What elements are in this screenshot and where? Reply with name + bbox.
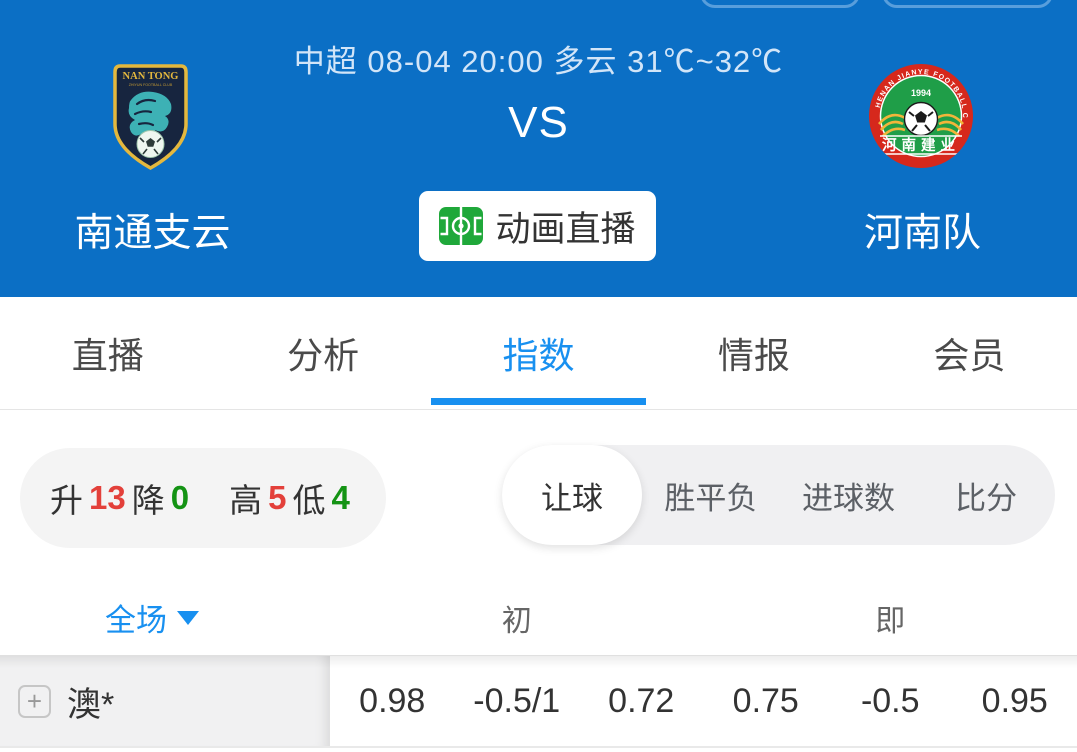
svg-text:1994: 1994 (911, 88, 931, 98)
live-home-odds: 0.75 (732, 681, 799, 720)
svg-text:NAN TONG: NAN TONG (123, 71, 179, 82)
tab-live[interactable]: 直播 (71, 335, 144, 376)
live-odds-header: 即 (875, 604, 906, 638)
odds-values: 0.98 -0.5/1 0.72 0.75 -0.5 0.95 (330, 656, 1077, 746)
low-label: 低 (292, 482, 326, 519)
animated-live-label: 动画直播 (495, 209, 636, 249)
scope-dropdown[interactable]: 全场 (105, 580, 199, 655)
tab-analysis[interactable]: 分析 (287, 335, 360, 376)
fall-label: 降 (131, 482, 165, 519)
market-tab-score[interactable]: 比分 (955, 480, 1018, 516)
status-capsule-outline (700, 0, 860, 8)
market-type-switch: 让球 胜平负 进球数 比分 (502, 445, 1055, 545)
initial-home-odds: 0.98 (359, 681, 426, 720)
live-handicap: -0.5 (860, 681, 920, 720)
tab-member[interactable]: 会员 (933, 335, 1006, 376)
pitch-icon (439, 207, 484, 245)
status-capsule-outline (882, 0, 1053, 8)
initial-away-odds: 0.72 (608, 681, 675, 720)
market-tab-1x2[interactable]: 胜平负 (664, 480, 758, 516)
vs-label: VS (508, 98, 569, 147)
market-tab-goals[interactable]: 进球数 (802, 480, 895, 516)
bookmaker-name[interactable]: 澳* (67, 685, 115, 724)
bookmaker-cell: + 澳* (0, 656, 330, 746)
table-header-row: 全场 初 即 (0, 580, 1077, 656)
scope-label: 全场 (105, 603, 167, 638)
odds-column-headers: 初 即 (330, 580, 1077, 655)
main-tab-bar: 直播 分析 指数 情报 会员 (0, 297, 1077, 410)
expand-plus-icon[interactable]: + (18, 684, 51, 718)
tab-odds[interactable]: 指数 (430, 297, 647, 409)
initial-odds-header: 初 (501, 604, 532, 638)
high-count: 5 (268, 479, 287, 516)
home-team-name: 南通支云 (74, 212, 231, 255)
rise-count: 13 (89, 479, 126, 516)
bookmaker-odds-row: + 澳* 0.98 -0.5/1 0.72 0.75 -0.5 0.95 (0, 656, 1077, 748)
home-team-logo: NAN TONG ZHIYUN FOOTBALL CLUB (113, 64, 188, 170)
match-header: 中超 08-04 20:00 多云 31℃~32℃ VS NAN TONG ZH… (0, 0, 1077, 297)
away-team-name: 河南队 (863, 212, 981, 255)
tab-intel[interactable]: 情报 (717, 335, 790, 376)
away-team-logo: HENAN JIANYE FOOTBALL CLUB 1994 河南建业 (867, 62, 973, 168)
svg-text:ZHIYUN FOOTBALL CLUB: ZHIYUN FOOTBALL CLUB (129, 83, 173, 87)
initial-handicap: -0.5/1 (473, 681, 561, 720)
high-label: 高 (229, 482, 263, 519)
chevron-down-icon (177, 610, 199, 625)
animated-live-button[interactable]: 动画直播 (419, 191, 656, 261)
svg-text:河南建业: 河南建业 (882, 136, 960, 154)
match-info-line: 中超 08-04 20:00 多云 31℃~32℃ (293, 44, 784, 79)
low-count: 4 (331, 479, 350, 516)
fall-count: 0 (170, 479, 190, 516)
rise-label: 升 (50, 482, 83, 519)
market-tab-handicap[interactable]: 让球 (502, 445, 642, 545)
live-away-odds: 0.95 (981, 681, 1048, 720)
